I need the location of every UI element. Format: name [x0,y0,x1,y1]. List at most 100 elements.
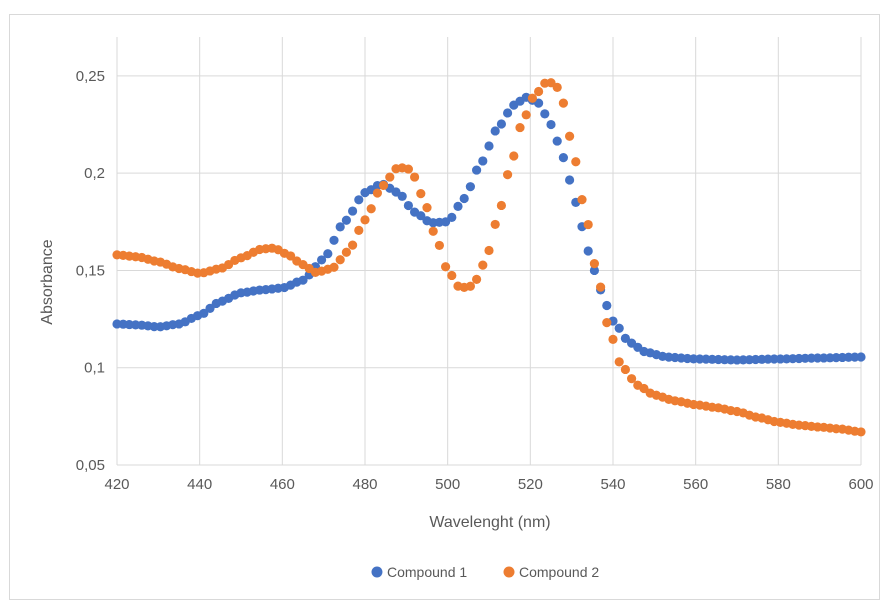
legend-marker-compound-1 [371,566,383,578]
data-point [620,364,631,375]
data-point [596,282,606,292]
data-point [447,270,457,281]
data-point [577,195,587,205]
data-point [503,170,513,180]
data-point [422,203,432,213]
data-point [478,156,488,166]
data-point [614,323,624,333]
data-point [589,259,600,269]
data-point [366,204,376,214]
data-point [602,318,612,328]
data-point [335,222,345,232]
data-point [540,109,550,119]
data-point [490,219,500,230]
x-tick-label: 580 [766,476,791,493]
data-point [354,225,364,235]
data-point [329,262,339,272]
data-point [503,108,513,118]
data-point [205,303,215,313]
data-point [465,182,475,192]
series-layer [112,78,866,437]
data-point [490,126,500,136]
data-point [397,191,407,201]
tick-labels: 420 440 460 480 500 520 540 560 580 600 0,05 0,1 0,1… [76,68,874,493]
data-point [341,215,351,225]
data-point [527,93,538,103]
y-tick-label: 0,25 [76,68,105,85]
grid-layer [116,37,862,466]
data-point [565,131,575,141]
legend-marker-compound-2 [503,566,515,578]
data-point [335,255,345,265]
data-point [403,164,413,174]
data-point [484,141,494,151]
chart-container: 420 440 460 480 500 520 540 560 580 600 0,05 0,1 0,1… [9,14,880,600]
x-tick-label: 460 [270,476,295,493]
data-point [379,180,389,191]
data-point [509,151,519,161]
data-point [472,274,482,284]
data-point [317,255,327,265]
data-point [286,251,296,261]
data-point [465,281,475,291]
x-tick-label: 500 [435,476,460,493]
data-point [348,206,358,216]
x-axis-title: Wavelenght (nm) [429,514,550,531]
x-tick-label: 480 [352,476,377,493]
data-point [441,262,451,272]
data-point [558,98,569,108]
data-point [496,200,506,211]
data-point [856,427,866,437]
data-point [323,249,333,259]
legend: Compound 1 Compound 2 [371,564,599,580]
data-point [565,175,575,185]
data-point [515,122,525,133]
data-point [552,82,562,92]
data-point [602,300,612,311]
data-point [372,188,382,198]
data-point [329,235,339,245]
data-point [620,333,631,343]
legend-label-compound-2: Compound 2 [519,564,599,580]
data-point [199,308,209,318]
data-point [608,334,618,344]
data-point [496,119,506,129]
data-point [298,275,308,285]
data-point [403,200,413,211]
data-point [583,219,593,230]
y-tick-label: 0,1 [84,360,105,377]
data-point [354,195,364,205]
data-point [472,165,482,175]
x-tick-label: 520 [518,476,543,493]
data-point [534,86,544,97]
data-point [589,265,600,276]
data-point [546,119,556,130]
data-point [478,260,488,270]
data-point [428,226,438,236]
series-1 [112,92,866,365]
x-tick-label: 440 [187,476,212,493]
data-point [484,245,494,256]
data-point [558,153,569,163]
data-point [410,172,420,182]
data-point [416,211,426,221]
x-tick-label: 540 [600,476,625,493]
data-point [627,374,637,384]
data-point [360,215,370,225]
x-tick-label: 560 [683,476,708,493]
series-2 [112,78,866,437]
data-point [385,172,395,182]
data-point [416,189,426,199]
chart-svg: 420 440 460 480 500 520 540 560 580 600 0,05 0,1 0,1… [39,37,874,580]
data-point [521,110,531,120]
data-point [341,247,351,257]
data-point [614,357,624,367]
y-tick-label: 0,15 [76,262,105,279]
y-tick-label: 0,2 [84,165,105,182]
x-tick-label: 420 [104,476,129,493]
data-point [571,157,581,167]
data-point [348,240,358,250]
data-point [552,136,562,146]
y-axis-title: Absorbance [39,239,56,324]
data-point [856,352,866,362]
